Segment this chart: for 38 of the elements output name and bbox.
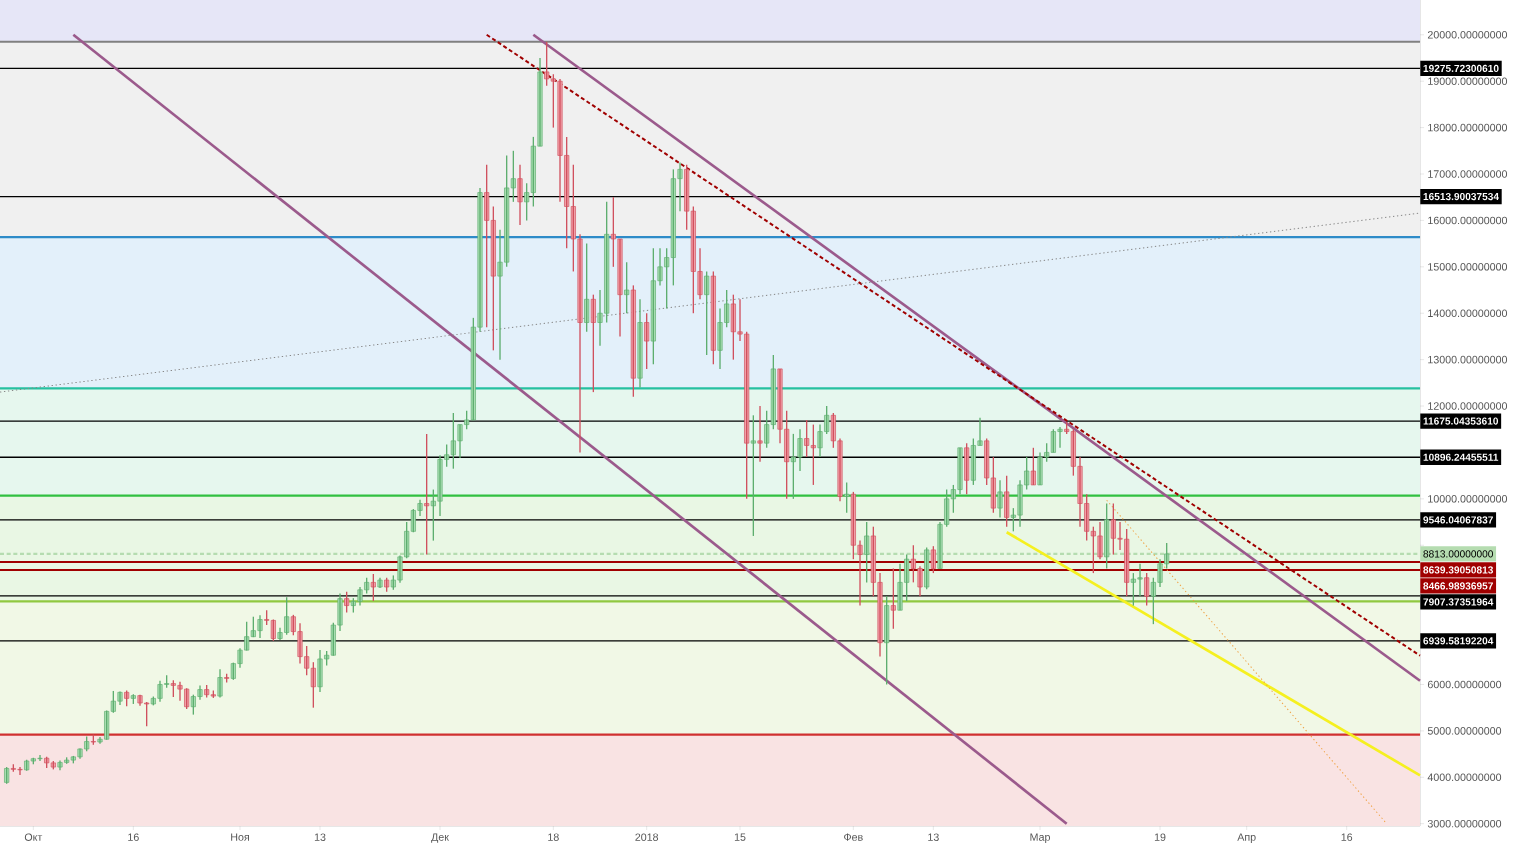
ref-line-label: 19275.72300610 — [1423, 64, 1499, 72]
y-tick-label: 19000.00000000 — [1428, 77, 1508, 85]
y-tick-label: 12000.00000000 — [1428, 402, 1508, 410]
y-tick-label: 5000.00000000 — [1427, 727, 1502, 735]
x-tick-label: Дек — [431, 833, 449, 843]
x-tick-label: Окт — [24, 833, 43, 841]
x-tick-label: Фев — [844, 833, 863, 841]
x-tick-label: Мар — [1030, 833, 1050, 843]
ref-line-label: 10896.24455511 — [1423, 453, 1499, 461]
y-tick-label: 13000.00000000 — [1428, 355, 1508, 364]
x-tick-label: 16 — [1341, 833, 1353, 841]
y-tick-label: 16000.00000000 — [1428, 216, 1508, 225]
y-tick-label: 17000.00000000 — [1428, 170, 1508, 178]
y-tick-label: 3000.00000000 — [1427, 819, 1502, 828]
ref-line-label: 8813.00000000 — [1423, 550, 1493, 558]
ref-line-label: 7907.37351964 — [1423, 598, 1494, 606]
x-tick-label: 18 — [548, 833, 559, 841]
x-tick-label: 13 — [314, 833, 326, 841]
x-tick-label: 13 — [928, 833, 939, 841]
x-tick-label: Апр — [1237, 833, 1256, 843]
y-tick-label: 15000.00000000 — [1428, 263, 1508, 271]
ref-line-label: 8466.98936957 — [1423, 582, 1493, 590]
y-tick-label: 4000.00000000 — [1427, 773, 1502, 782]
x-tick-label: Ноя — [231, 833, 249, 841]
y-tick-label: 10000.00000000 — [1428, 495, 1508, 503]
ref-line-label: 11675.04353610 — [1423, 417, 1499, 425]
y-tick-label: 20000.00000000 — [1427, 31, 1508, 39]
ref-line-label: 8639.39050813 — [1423, 566, 1494, 574]
y-tick-label: 6000.00000000 — [1427, 680, 1502, 689]
y-tick-label: 18000.00000000 — [1428, 123, 1508, 132]
y-tick-label: 14000.00000000 — [1428, 309, 1508, 317]
x-tick-label: 2018 — [635, 833, 659, 841]
ref-line-label: 9546.04067837 — [1423, 516, 1493, 524]
x-tick-label: 15 — [734, 833, 746, 841]
ref-line-label: 6939.58192204 — [1423, 637, 1494, 645]
x-tick-label: 19 — [1154, 833, 1166, 841]
ref-line-label: 16513.90037534 — [1423, 192, 1499, 201]
x-tick-label: 16 — [128, 833, 139, 841]
